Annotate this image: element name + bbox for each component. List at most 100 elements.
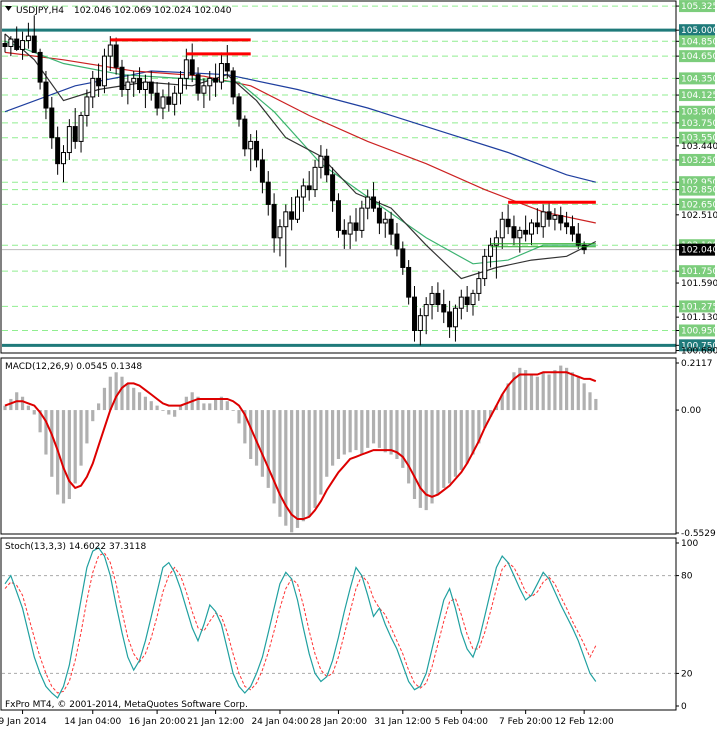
candle [505, 204, 511, 235]
macd-histogram-bar [231, 410, 235, 411]
price-label-box [679, 153, 715, 166]
macd-histogram-bar [249, 410, 253, 459]
candle [540, 204, 546, 238]
candle [441, 289, 447, 324]
candle [72, 108, 78, 149]
macd-histogram-bar [225, 401, 229, 411]
price-tick: 101.130 [676, 313, 717, 323]
time-tick-label: 14 Jan 04:00 [64, 717, 121, 727]
candle [564, 211, 570, 235]
stochastic-title: Stoch(13,3,3) 14.6022 37.3118 [5, 542, 146, 552]
candle [183, 48, 189, 90]
macd-histogram-bar [570, 372, 575, 411]
time-tick-label: 5 Feb 04:00 [435, 717, 489, 727]
candle [84, 89, 90, 127]
macd-histogram-bar [488, 410, 493, 417]
candle-body [166, 96, 172, 105]
candle [49, 96, 55, 149]
candle [207, 70, 213, 101]
collapse-triangle-icon[interactable] [5, 6, 12, 11]
candle [312, 159, 318, 198]
candle-body [49, 107, 55, 139]
macd-histogram-bar [366, 410, 370, 448]
macd-histogram-bar [26, 405, 30, 411]
price-label-box [679, 131, 715, 144]
stochastic-lines [4, 547, 597, 699]
candle [78, 111, 84, 153]
macd-histogram-bar [512, 372, 516, 411]
price-label-box [679, 183, 715, 196]
macd-histogram-bar [465, 410, 469, 464]
price-label-box [679, 198, 715, 211]
price-tick: 104.350 [676, 72, 717, 85]
candle-body [400, 248, 406, 268]
candle [178, 70, 183, 105]
stochastic-panel[interactable]: Stoch(13,3,3) 14.6022 37.3118 FxPro MT4,… [0, 537, 698, 712]
macd-title: MACD(12,26,9) 0.0545 0.1348 [5, 362, 142, 372]
price-tick: 103.250 [676, 153, 717, 166]
candlesticks [2, 15, 587, 346]
macd-histogram-bar [582, 383, 586, 411]
candle [371, 182, 377, 212]
candle-body [218, 63, 224, 83]
candle-body [376, 207, 382, 224]
macd-histogram-bar [401, 410, 405, 468]
macd-histogram-bar [565, 367, 569, 411]
candle [382, 211, 388, 238]
candle [493, 230, 499, 279]
macd-histogram-bar [412, 410, 417, 500]
price-tick-label: 103.440 [681, 142, 717, 152]
candle-body [248, 140, 254, 150]
price-tick: 101.275 [676, 300, 717, 313]
candle [330, 167, 336, 212]
candle-body [417, 315, 423, 331]
candle [295, 189, 300, 223]
macd-panel[interactable]: MACD(12,26,9) 0.0545 0.1348 0.2117 0.00 -0… [0, 357, 716, 539]
candle-body [90, 77, 96, 98]
macd-tick-label: 0.00 [681, 406, 701, 416]
candle [131, 70, 137, 97]
macd-histogram-bar [529, 374, 534, 411]
candle [353, 208, 359, 242]
candle [66, 119, 72, 160]
price-tick: 105.325 [676, 0, 717, 12]
macd-signal-line [4, 371, 597, 520]
macd-histogram-bar [9, 398, 13, 411]
candle-body [394, 233, 400, 250]
price-label-box [679, 265, 715, 278]
price-tick-label: 102.850 [681, 186, 717, 196]
candle-body [14, 38, 20, 50]
macd-histogram-bar [161, 410, 165, 411]
candle [376, 200, 382, 235]
macd-histogram-bar [383, 410, 387, 453]
candle [113, 37, 119, 75]
candle-body [20, 40, 26, 50]
macd-histogram-bar [114, 372, 118, 411]
candle-body [142, 81, 148, 91]
candle [552, 208, 558, 231]
time-tick-label: 24 Jan 04:00 [251, 717, 308, 727]
candle-body [470, 292, 476, 306]
macd-histogram-bar [535, 376, 539, 411]
candle-body [78, 114, 84, 142]
candle-body [236, 96, 242, 120]
candle-body [324, 155, 330, 176]
time-tick-label: 21 Jan 12:00 [187, 717, 244, 727]
price-tick: 105.000 [676, 24, 717, 36]
macd-histogram-bar [3, 405, 7, 411]
price-panel[interactable]: USDJPY,H4 102.046 102.069 102.024 102.04… [0, 0, 717, 357]
price-tick-label: 104.850 [681, 37, 717, 47]
candle [558, 206, 564, 231]
candle-body [2, 43, 8, 47]
candle [61, 145, 66, 183]
macd-histogram-bar [506, 383, 510, 411]
macd-histogram-bar [50, 410, 54, 477]
candle [125, 74, 131, 105]
candle-body [406, 266, 412, 298]
candle-body [96, 77, 102, 87]
time-tick-label: 7 Feb 20:00 [499, 717, 553, 727]
price-tick-label: 105.325 [681, 2, 717, 12]
candle-body [160, 96, 166, 109]
